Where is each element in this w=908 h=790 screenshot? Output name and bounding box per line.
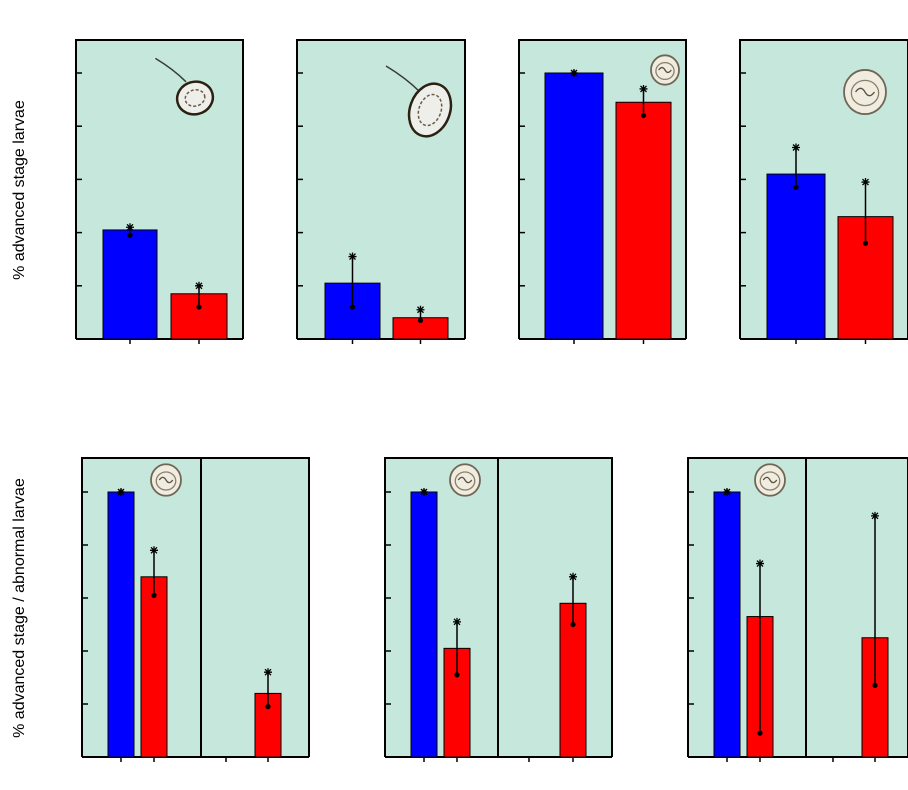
plot-frame (296, 39, 466, 339)
error-cap-high (150, 546, 158, 555)
error-cap-low (793, 184, 799, 190)
shell-detail (457, 476, 473, 484)
larva-inner (417, 93, 443, 127)
shell-detail (762, 476, 778, 484)
control-bar (766, 173, 826, 340)
error-cap-high (871, 511, 879, 520)
plot-frame (518, 39, 687, 339)
error-cap-high (453, 617, 461, 626)
noise-bar (615, 101, 672, 340)
larva-66hrs-icon (150, 463, 182, 497)
error-cap-low (127, 232, 133, 238)
error-cap-low (571, 70, 577, 76)
plot-frame (81, 457, 310, 757)
error-cap-high (264, 668, 272, 677)
noise-bar (170, 293, 228, 340)
plot-frame (739, 39, 908, 339)
shell-ring (454, 471, 476, 491)
control-bar (713, 491, 741, 758)
top-y-axis-label: % advanced stage larvae (11, 100, 28, 280)
larva-30hrs-icon (385, 65, 453, 138)
error-cap-high (569, 572, 577, 581)
error-cap-high (639, 84, 648, 93)
chart-panels (75, 39, 908, 762)
control-bar (107, 491, 135, 758)
shell-ring (759, 471, 781, 491)
error-cap-low (151, 592, 157, 598)
plot-frame (687, 457, 908, 757)
error-cap-high (861, 178, 870, 187)
plot-frame (75, 39, 244, 339)
error-cap-high (126, 223, 134, 232)
error-cap-high (416, 305, 425, 314)
error-cap-low (349, 304, 356, 310)
chart-panel (296, 39, 466, 344)
error-cap-low (640, 112, 647, 119)
chart-panel (518, 39, 687, 344)
larva-arm (155, 57, 187, 83)
error-cap-low (724, 489, 730, 495)
shell-ring (155, 471, 177, 491)
larva-inner (184, 89, 206, 107)
larva-arm (385, 65, 421, 93)
error-cap-high (756, 559, 764, 568)
error-cap-low (421, 489, 427, 495)
noise-bar (140, 576, 168, 758)
shell-ring (850, 79, 880, 107)
shell-detail (855, 87, 875, 97)
noise-bar (559, 602, 587, 758)
error-cap-low (757, 730, 763, 736)
error-cap-low (118, 489, 124, 495)
chart-panel (739, 39, 908, 344)
larva-90hrs-icon (754, 463, 786, 497)
control-bar (102, 229, 158, 340)
shell-detail (158, 476, 174, 484)
error-cap-low (265, 704, 271, 710)
chart-panel (81, 457, 310, 762)
shell-ring (655, 61, 675, 81)
error-cap-low (196, 304, 202, 310)
error-cap-high (195, 281, 203, 290)
error-cap-high (348, 252, 357, 261)
bottom-y-axis-label: % advanced stage / abnormal larvae (11, 478, 28, 738)
larva-body (175, 80, 215, 116)
larva-42hrs-icon (650, 54, 680, 86)
chart-panel (75, 39, 244, 344)
chart-panel (384, 457, 613, 762)
control-bar (410, 491, 438, 758)
error-cap-low (872, 682, 878, 689)
chart-panel (687, 457, 908, 762)
error-cap-low (417, 317, 424, 323)
error-cap-low (454, 672, 460, 678)
shell-detail (658, 66, 672, 74)
control-bar (544, 72, 604, 340)
larva-78hrs-icon (449, 463, 481, 497)
error-cap-high (792, 143, 800, 152)
error-cap-low (862, 240, 869, 246)
larva-body (407, 82, 453, 138)
larva-24hrs-icon (155, 57, 215, 116)
larva-54hrs-icon (843, 69, 887, 115)
error-cap-low (570, 621, 576, 628)
